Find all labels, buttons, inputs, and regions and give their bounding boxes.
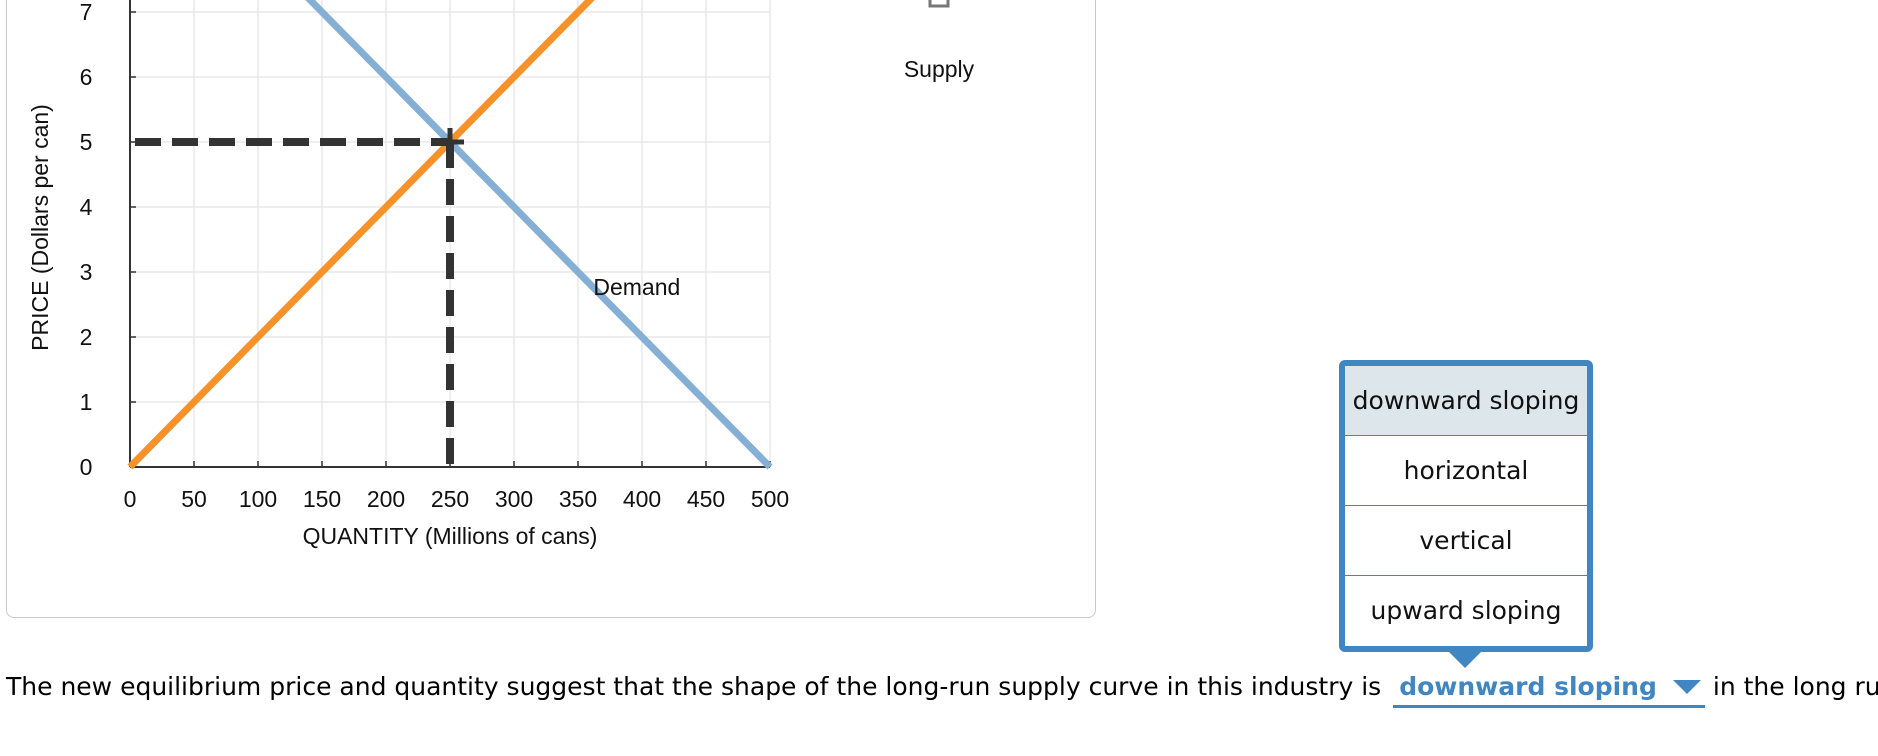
x-tick-label: 100 [239,486,277,512]
x-tick-label: 500 [751,486,789,512]
legend-supply-label: Supply [904,56,975,82]
question-sentence: The new equilibrium price and quantity s… [6,672,1878,708]
question-text-after: in the long run. [1712,672,1878,701]
x-tick-label: 200 [367,486,405,512]
demand-curve [305,0,773,470]
chevron-down-icon [1672,679,1701,694]
y-tick-label: 6 [80,64,93,90]
y-tick-label: 0 [80,454,93,480]
y-tick-label: 3 [80,259,93,285]
y-tick-label: 5 [80,129,93,155]
y-tick-label: 2 [80,324,93,350]
y-tick-label: 7 [80,0,93,25]
x-tick-label: 400 [623,486,661,512]
supply-curve [127,0,595,470]
x-tick-label: 250 [431,486,469,512]
y-tick-label: 1 [80,389,93,415]
x-tick-label: 0 [124,486,137,512]
x-tick-label: 150 [303,486,341,512]
option-vertical[interactable]: vertical [1345,506,1587,576]
shape-select[interactable]: downward sloping [1393,672,1705,708]
x-tick-label: 350 [559,486,597,512]
x-tick-label: 300 [495,486,533,512]
shape-select-value: downward sloping [1399,672,1657,701]
x-axis-label: QUANTITY (Millions of cans) [303,523,598,549]
shape-dropdown-menu[interactable]: downward sloping horizontal vertical upw… [1339,360,1593,652]
x-tick-label: 450 [687,486,725,512]
chart-panel [6,0,1096,618]
demand-label: Demand [593,274,680,300]
question-text-before: The new equilibrium price and quantity s… [6,672,1382,701]
legend-supply-marker [928,0,950,8]
option-downward-sloping[interactable]: downward sloping [1345,366,1587,436]
y-tick-label: 4 [80,194,93,220]
x-tick-label: 50 [181,486,207,512]
dropdown-pointer [1449,652,1481,668]
option-upward-sloping[interactable]: upward sloping [1370,596,1562,625]
y-axis-label: PRICE (Dollars per can) [27,104,53,351]
option-horizontal[interactable]: horizontal [1345,436,1587,506]
supply-demand-chart: 0 50 100 150 200 250 300 350 400 450 500 0 1 2 3 4 5 6 7 QU… [27,0,975,549]
